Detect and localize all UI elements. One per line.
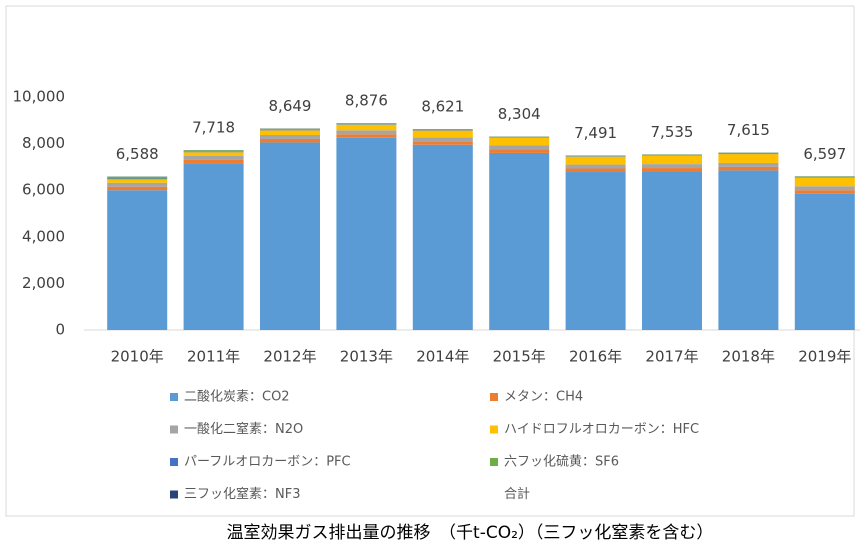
x-tick-label: 2010年	[111, 348, 164, 366]
total-label: 6,597	[803, 145, 846, 163]
legend-label: 一酸化二窒素：N2O	[184, 421, 303, 437]
bar-segment	[183, 159, 244, 164]
legend-label: 二酸化炭素：CO2	[184, 390, 290, 405]
bar-segment	[183, 152, 244, 156]
bar-segment	[794, 186, 855, 191]
legend-marker	[170, 458, 178, 466]
bar-segment	[489, 145, 550, 150]
bar-segment	[794, 177, 855, 187]
bar-segment	[794, 193, 855, 330]
chart-title: 温室効果ガス排出量の推移 （千t-CO₂）（三フッ化窒素を含む）	[227, 523, 714, 543]
y-tick-label: 10,000	[13, 88, 66, 106]
bar-segment	[489, 149, 550, 153]
total-label: 7,491	[574, 124, 617, 142]
bar-segment	[336, 124, 397, 131]
bar-segment	[718, 170, 779, 330]
legend-label: 合計	[504, 486, 530, 502]
legend-marker	[170, 425, 178, 434]
total-label: 8,876	[345, 92, 388, 110]
legend-marker	[170, 393, 178, 401]
x-tick-label: 2015年	[493, 348, 546, 366]
bar-segment	[107, 176, 168, 179]
bar-segment	[260, 134, 320, 139]
legend-marker	[490, 458, 498, 466]
bar-segment	[336, 130, 397, 135]
total-label: 6,588	[116, 145, 159, 163]
bar-segment	[642, 168, 702, 172]
bar-segment	[107, 179, 168, 183]
x-tick-label: 2011年	[187, 348, 240, 366]
bar-segment	[107, 186, 168, 191]
total-label: 8,649	[269, 97, 312, 115]
bar-segment	[718, 166, 779, 171]
legend-marker	[490, 425, 498, 434]
bar-segment	[412, 144, 473, 330]
bar-segment	[107, 178, 168, 180]
bar-segment	[565, 172, 626, 330]
bar-segment	[718, 154, 779, 163]
total-label: 8,304	[498, 105, 541, 123]
x-tick-label: 2014年	[416, 348, 469, 366]
bar-segment	[718, 162, 779, 167]
bar-segment	[107, 182, 168, 187]
total-label: 7,718	[192, 119, 235, 137]
y-tick-label: 4,000	[22, 227, 65, 245]
bar-segment	[412, 130, 473, 138]
bar-segment	[183, 163, 244, 330]
bar-segment	[336, 123, 397, 125]
total-label: 7,615	[727, 121, 770, 139]
legend-marker	[490, 393, 498, 401]
bar-segment	[412, 141, 473, 145]
bar-segment	[260, 130, 320, 135]
bar-segment	[260, 128, 320, 130]
bar-segment	[489, 136, 550, 138]
bar-segment	[794, 190, 855, 194]
y-tick-label: 6,000	[22, 181, 65, 199]
legend-label: ハイドロフルオロカーボン：HFC	[504, 422, 699, 437]
legend-label: パーフルオロカーボン：PFC	[184, 455, 351, 470]
x-tick-label: 2016年	[569, 348, 622, 366]
x-tick-label: 2018年	[722, 348, 775, 366]
bar-segment	[336, 134, 397, 138]
x-tick-label: 2013年	[340, 348, 393, 366]
bar-segment	[260, 138, 320, 143]
bar-segment	[565, 164, 626, 169]
legend-label: 三フッ化窒素：NF3	[184, 486, 300, 502]
bar-segment	[107, 190, 168, 330]
legend-label: 六フッ化硫黄：SF6	[504, 455, 619, 470]
bar-segment	[718, 152, 779, 154]
bar-segment	[565, 156, 626, 165]
y-tick-label: 2,000	[22, 274, 65, 292]
y-tick-label: 8,000	[22, 134, 65, 152]
bar-segment	[412, 137, 473, 142]
bar-segment	[412, 129, 473, 131]
total-label: 8,621	[421, 98, 464, 116]
legend-label: メタン：CH4	[504, 390, 583, 405]
legend-marker	[170, 490, 178, 499]
bar-segment	[642, 154, 702, 156]
bar-segment	[642, 164, 702, 169]
total-label: 7,535	[651, 123, 694, 141]
bar-segment	[260, 142, 320, 330]
bar-segment	[642, 171, 702, 330]
bar-segment	[489, 137, 550, 146]
bar-segment	[565, 168, 626, 173]
x-tick-label: 2017年	[645, 348, 698, 366]
bar-segment	[489, 152, 550, 330]
y-tick-label: 0	[55, 321, 65, 339]
bar-segment	[183, 155, 244, 160]
bar-segment	[642, 155, 702, 165]
x-tick-label: 2019年	[798, 348, 851, 366]
bar-segment	[336, 137, 397, 330]
bar-segment	[565, 155, 626, 157]
bar-segment	[183, 150, 244, 152]
x-tick-label: 2012年	[263, 348, 316, 366]
